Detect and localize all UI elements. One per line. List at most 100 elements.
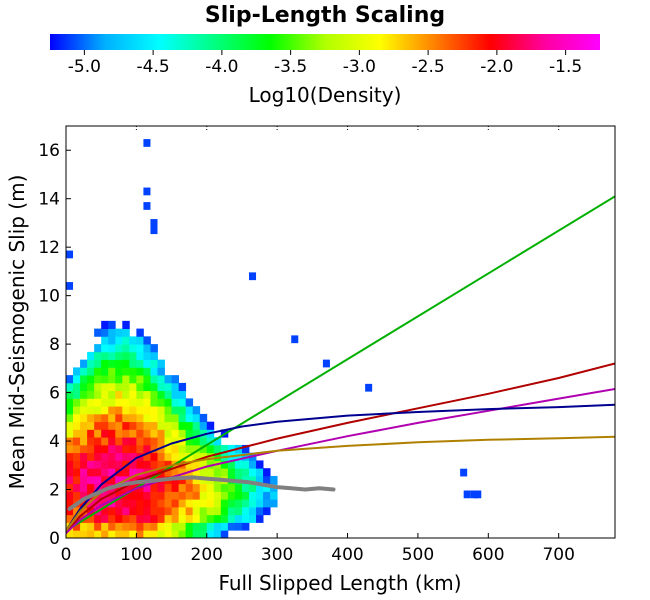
y-tick-label: 12	[38, 238, 60, 258]
heatmap-cell	[66, 499, 74, 508]
heatmap-cell	[185, 530, 194, 538]
heatmap-cell	[87, 514, 95, 523]
heatmap-cell	[143, 344, 151, 353]
heatmap-cell	[136, 382, 144, 392]
heatmap-cell	[115, 390, 123, 399]
heatmap-cell	[150, 444, 158, 454]
heatmap-cell	[122, 367, 130, 376]
heatmap-cell	[213, 530, 222, 538]
heatmap-cell	[115, 367, 123, 376]
heatmap-cell	[241, 499, 250, 508]
heatmap-cell	[73, 413, 81, 423]
plot-frame	[65, 125, 616, 539]
heatmap-cell	[263, 499, 271, 508]
heatmap-cell	[94, 375, 102, 384]
heatmap-cell	[171, 506, 180, 516]
colorbar-tick-label: -3.5	[274, 57, 307, 77]
heatmap-cell	[143, 421, 151, 430]
heatmap-cell	[171, 444, 180, 454]
heatmap-cell	[108, 344, 116, 353]
heatmap-cell	[178, 406, 187, 415]
colorbar-label: Log10(Density)	[249, 83, 402, 107]
heatmap-cell	[129, 336, 137, 345]
heatmap-cell	[122, 499, 130, 508]
heatmap-cell	[220, 514, 229, 523]
heatmap-cell	[241, 514, 250, 523]
heatmap-cell	[192, 483, 201, 492]
heatmap-cell	[143, 514, 151, 523]
heatmap-cell	[150, 413, 158, 423]
series-line	[66, 403, 615, 532]
heatmap-cell	[80, 475, 88, 485]
x-axis: 0 100 200 300 400 500 600 700	[61, 126, 575, 565]
heatmap-cell	[101, 506, 109, 516]
series-line	[66, 435, 615, 532]
heatmap-cell	[136, 328, 144, 337]
heatmap-cell	[157, 390, 165, 399]
heatmap-cell	[115, 514, 123, 523]
heatmap-cell	[115, 398, 123, 407]
heatmap-cell	[94, 413, 102, 423]
heatmap-cell	[101, 390, 109, 399]
heatmap-cell	[80, 421, 88, 430]
heatmap-cell	[136, 336, 144, 345]
heatmap-outlier-cell	[291, 335, 299, 344]
heatmap-cell	[150, 522, 158, 531]
heatmap-cell	[94, 390, 102, 399]
heatmap-cell	[143, 359, 151, 368]
heatmap-cell	[185, 506, 194, 516]
heatmap-cell	[263, 491, 271, 500]
heatmap-cell	[206, 483, 215, 492]
heatmap-cell	[199, 522, 208, 531]
heatmap-cell	[185, 460, 194, 469]
heatmap-cell	[129, 398, 137, 407]
heatmap-cell	[122, 328, 130, 337]
heatmap-cell	[115, 444, 123, 454]
y-tick-label: 8	[49, 335, 60, 355]
heatmap-cell	[108, 382, 116, 392]
heatmap-cell	[164, 375, 172, 384]
colorbar-tick-label: -5.0	[68, 57, 101, 77]
heatmap-cell	[108, 421, 116, 430]
heatmap-cell	[178, 390, 187, 399]
heatmap-cell	[73, 506, 81, 516]
heatmap-cell	[185, 398, 194, 407]
heatmap-cell	[199, 460, 208, 469]
heatmap-cell	[66, 413, 74, 423]
heatmap-outlier-cell	[463, 490, 471, 499]
heatmap-cell	[199, 413, 208, 423]
heatmap-cell	[115, 452, 123, 461]
heatmap-cell	[213, 452, 222, 461]
heatmap-cell	[178, 413, 187, 423]
heatmap-cell	[101, 475, 109, 485]
heatmap-cell	[178, 530, 187, 538]
heatmap-cell	[136, 344, 144, 353]
heatmap-cell	[73, 475, 81, 485]
colorbar: -5.0 -4.5 -4.0 -3.5 -3.0 -2.5 -2.0 -1.5 Log10(D…	[50, 34, 600, 107]
heatmap-cell	[150, 344, 158, 353]
heatmap-cell	[73, 406, 81, 415]
heatmap-cell	[122, 382, 130, 392]
heatmap-cell	[108, 468, 116, 477]
heatmap-cell	[143, 398, 151, 407]
heatmap-cell	[206, 421, 215, 430]
heatmap-cell	[164, 382, 172, 392]
heatmap-cell	[129, 413, 137, 423]
heatmap-cell	[185, 522, 194, 531]
x-tick-label: 200	[191, 545, 223, 565]
heatmap-cell	[157, 499, 165, 508]
heatmap-cell	[241, 522, 250, 531]
heatmap-cell	[101, 421, 109, 430]
heatmap-cell	[66, 390, 74, 399]
heatmap-cell	[94, 452, 102, 461]
heatmap-cell	[192, 406, 201, 415]
heatmap-cell	[192, 468, 201, 477]
heatmap-cell	[220, 460, 229, 469]
heatmap-outlier-cell	[66, 250, 74, 259]
heatmap-cell	[122, 351, 130, 361]
heatmap-cell	[178, 522, 187, 531]
heatmap-cell	[129, 468, 137, 477]
heatmap-cell	[73, 444, 81, 454]
heatmap-cell	[73, 483, 81, 492]
heatmap-cell	[171, 382, 180, 392]
